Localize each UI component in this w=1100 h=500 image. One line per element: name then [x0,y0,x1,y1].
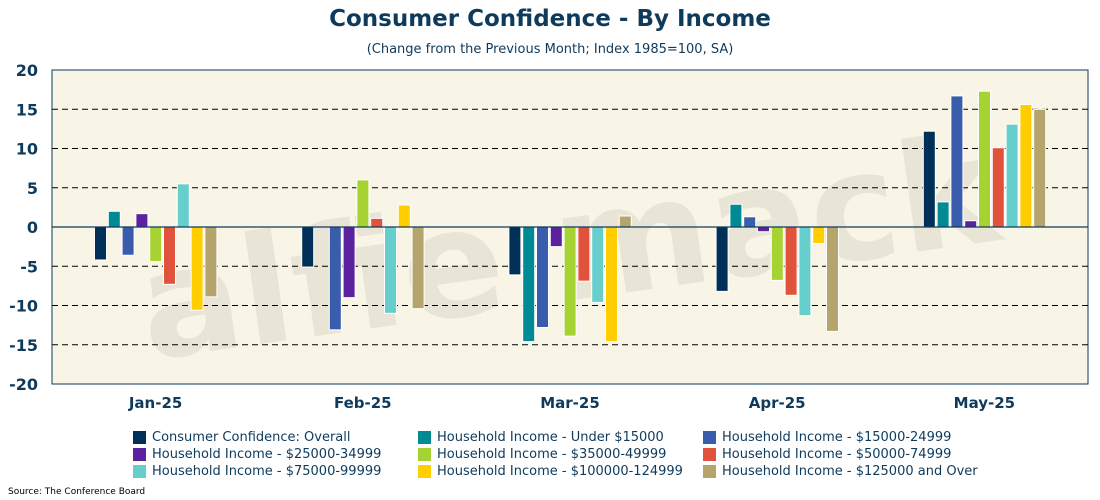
legend-item: Household Income - $50000-74999 [703,446,988,463]
y-tick-label: 15 [16,100,38,119]
legend-item: Household Income - $35000-49999 [418,446,703,463]
bar [536,226,549,328]
bar [964,220,978,228]
legend-item: Consumer Confidence: Overall [133,429,418,446]
legend-swatch [703,465,716,478]
bar [1005,123,1019,228]
legend-item: Household Income - $75000-99999 [133,463,418,480]
y-tick-label: -10 [9,297,38,316]
bar [356,179,370,228]
legend-swatch [133,448,146,461]
bar [812,226,826,244]
bar [591,226,605,303]
bar [1019,104,1033,228]
bar [1033,108,1047,228]
legend-swatch [133,431,146,444]
bar [411,226,425,310]
bar [936,201,950,228]
bar [715,226,729,292]
bar [508,226,522,276]
legend-label: Household Income - Under $15000 [437,430,664,445]
legend-swatch [418,448,431,461]
bar [757,226,770,233]
bar [301,226,315,268]
bar [342,226,356,299]
bar [978,90,991,228]
y-tick-label: 20 [16,61,38,80]
legend-label: Household Income - $125000 and Over [722,464,978,479]
bar [190,226,204,311]
legend-swatch [703,431,716,444]
y-tick-label: -5 [20,257,38,276]
bar [743,216,757,228]
y-tick-label: 5 [27,179,38,198]
bar [163,226,176,285]
bar [563,226,577,337]
bar [149,226,163,263]
legend-swatch [133,465,146,478]
chart-subtitle: (Change from the Previous Month; Index 1… [366,42,734,57]
x-tick-label: Jan-25 [128,394,182,412]
legend-label: Household Income - $100000-124999 [437,464,683,479]
legend-item: Household Income - $15000-24999 [703,429,988,446]
chart-title: Consumer Confidence - By Income [329,6,771,32]
bar [135,213,149,228]
source-note: Source: The Conference Board [8,487,146,497]
bar [618,215,632,228]
y-tick-label: -20 [9,375,38,394]
y-tick-label: 10 [16,140,38,159]
legend-item: Household Income - $25000-34999 [133,446,418,463]
bar [729,203,743,228]
bar [522,226,536,343]
bar [176,183,190,228]
bar [577,226,591,282]
bar [605,226,618,343]
bar [922,130,936,228]
y-tick-label: 0 [27,218,38,237]
x-tick-label: Feb-25 [334,394,392,412]
bar [107,210,121,228]
bar [991,147,1005,228]
legend-item: Household Income - $100000-124999 [418,463,703,480]
bar [121,226,135,256]
legend: Consumer Confidence: Overall Household In… [133,429,988,480]
bar [826,226,839,332]
legend-label: Household Income - $75000-99999 [152,464,382,479]
legend-swatch [418,431,431,444]
legend-swatch [418,465,431,478]
bar [384,226,397,314]
bar [798,226,812,317]
legend-label: Household Income - $15000-24999 [722,430,952,445]
legend-swatch [703,448,716,461]
legend-label: Household Income - $35000-49999 [437,447,667,462]
legend-label: Consumer Confidence: Overall [152,430,351,445]
bar [94,226,107,261]
bar [397,204,411,228]
legend-label: Household Income - $50000-74999 [722,447,952,462]
legend-item: Household Income - Under $15000 [418,429,703,446]
x-tick-label: Apr-25 [749,394,806,412]
x-tick-label: Mar-25 [540,394,600,412]
bar [784,226,798,296]
bar [549,226,563,248]
bar [950,95,964,228]
x-tick-label: May-25 [954,394,1015,412]
legend-label: Household Income - $25000-34999 [152,447,382,462]
bar [370,217,384,228]
legend-item: Household Income - $125000 and Over [703,463,988,480]
bar [328,226,342,331]
bar [770,226,784,281]
bar [204,226,218,298]
y-tick-label: -15 [9,336,38,355]
